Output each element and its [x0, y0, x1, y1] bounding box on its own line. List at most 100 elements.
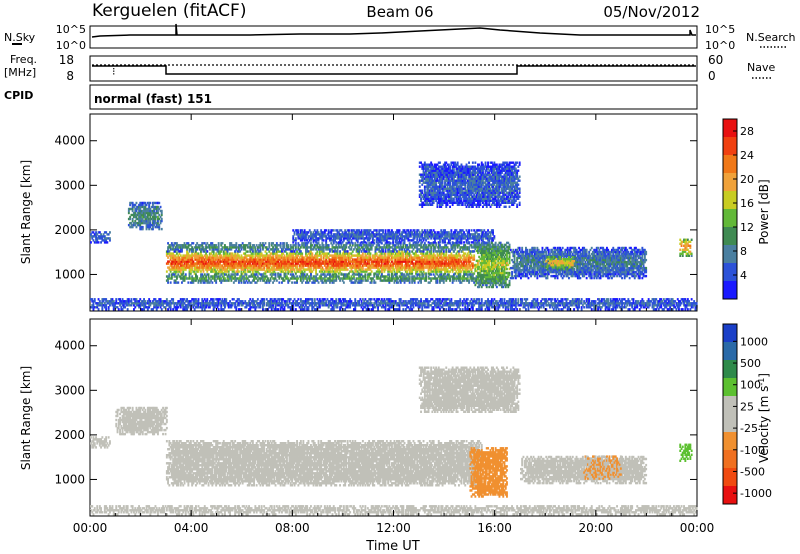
nave-tick-low: 0 [708, 69, 716, 83]
date-title: 05/Nov/2012 [603, 3, 700, 21]
y-tick-label: 1000 [54, 472, 85, 486]
colorbar-tick-label: 8 [740, 245, 747, 258]
freq-panel: Freq. [MHz] 18 8 60 0 Nave ⁝ [4, 53, 775, 83]
power-colorbar: 4 8 12 16 20 24 28 [722, 118, 754, 300]
heatmap-region [165, 273, 491, 284]
colorbar-swatch [723, 414, 737, 433]
x-tick-label: 00:00 [680, 521, 715, 535]
cpid-label: CPID [4, 89, 33, 102]
colorbar-tick-label: 20 [740, 173, 754, 186]
heatmap-region [520, 455, 648, 485]
heatmap-region [115, 406, 168, 436]
freq-tick-low: 8 [66, 69, 74, 83]
freq-line [92, 65, 696, 75]
y-tick-label: 4000 [54, 339, 85, 353]
velocity-ylabel: Slant Range [km] [19, 366, 33, 470]
colorbar-tick-label: 16 [740, 197, 754, 210]
cpid-panel-frame [89, 84, 698, 110]
x-tick-label: 16:00 [477, 521, 512, 535]
y-tick-label: 3000 [54, 383, 85, 397]
noise-sky-tick-low: 10^0 [56, 39, 86, 52]
xaxis-label: Time UT [365, 539, 419, 554]
heatmap-region [127, 201, 163, 231]
heatmap-region [418, 366, 521, 413]
colorbar-swatch [723, 396, 737, 415]
velocity-heatmap [90, 366, 698, 516]
y-tick-label: 2000 [54, 223, 85, 237]
y-tick-label: 2000 [54, 428, 85, 442]
noise-sky-line [91, 23, 696, 38]
heatmap-region [679, 443, 693, 462]
noise-sky-label: N.Sky [4, 31, 36, 44]
heatmap-region [469, 447, 508, 498]
heatmap-region [90, 231, 111, 244]
colorbar-swatch [723, 191, 737, 210]
x-tick-label: 04:00 [174, 521, 209, 535]
colorbar-tick-label: 24 [740, 149, 754, 162]
colorbar-tick-label: 28 [740, 125, 754, 138]
nave-tick-high: 60 [708, 53, 723, 67]
heatmap-region [583, 455, 622, 480]
colorbar-swatch [723, 155, 737, 174]
noise-panel-frame [89, 25, 698, 49]
heatmap-region [509, 246, 648, 280]
x-tick-label: 12:00 [376, 521, 411, 535]
heatmap-region [90, 505, 698, 516]
velocity-colorbar: 1000 500 100 25 -25 -100 -500 -1000 [722, 323, 772, 505]
noise-search-tick-high: 10^5 [705, 23, 735, 36]
heatmap-region [165, 250, 476, 275]
y-tick-label: 4000 [54, 134, 85, 148]
noise-search-tick-low: 10^0 [705, 39, 735, 52]
colorbar-tick-label: 25 [740, 400, 754, 413]
colorbar-tick-label: 500 [740, 357, 761, 370]
colorbar-swatch [723, 342, 737, 361]
heatmap-region [292, 229, 496, 244]
colorbar-tick-label: 4 [740, 269, 747, 282]
beam-title: Beam 06 [366, 3, 433, 21]
x-tick-label: 08:00 [275, 521, 310, 535]
colorbar-tick-label: -100 [740, 444, 765, 457]
colorbar-tick-label: 12 [740, 221, 754, 234]
power-heatmap [90, 161, 698, 311]
colorbar-swatch [723, 450, 737, 469]
noise-panel: N.Sky 10^5 10^0 10^5 10^0 N.Search [4, 23, 796, 52]
colorbar-swatch [723, 360, 737, 379]
colorbar-tick-label: 100 [740, 379, 761, 392]
velocity-colorbar-label: Velocity [m s-1] [757, 373, 772, 463]
heatmap-region [165, 440, 483, 487]
colorbar-frame [722, 118, 738, 300]
freq-tick-high: 18 [59, 53, 74, 67]
colorbar-tick-label: -1000 [740, 487, 772, 500]
cpid-text: normal (fast) 151 [94, 92, 212, 106]
heatmap-region [679, 238, 693, 257]
colorbar-swatch [723, 245, 737, 264]
power-axes: 1000 2000 3000 4000 [54, 114, 698, 311]
colorbar-swatch [723, 378, 737, 397]
colorbar-swatch [723, 468, 737, 487]
noise-search-label: N.Search [746, 31, 796, 44]
cpid-panel: CPID normal (fast) 151 [4, 84, 698, 110]
x-tick-label: 00:00 [73, 521, 108, 535]
colorbar-swatch [723, 173, 737, 192]
heatmap-region [545, 256, 577, 271]
freq-outlier-dots: ⁝ [112, 65, 116, 78]
x-tick-label: 20:00 [579, 521, 614, 535]
colorbar-swatch [723, 137, 737, 156]
colorbar-swatch [723, 227, 737, 246]
colorbar-swatch [723, 281, 737, 300]
heatmap-region [90, 298, 698, 311]
colorbar-swatch [723, 119, 737, 138]
colorbar-swatch [723, 486, 737, 505]
heatmap-region [90, 436, 111, 449]
y-tick-label: 3000 [54, 178, 85, 192]
heatmap-region [418, 161, 521, 208]
colorbar-frame [722, 323, 738, 505]
power-ylabel: Slant Range [km] [19, 160, 33, 264]
station-title: Kerguelen (fitACF) [92, 1, 246, 21]
freq-label: Freq. [10, 53, 37, 66]
colorbar-swatch [723, 432, 737, 451]
power-colorbar-label: Power [dB] [757, 179, 771, 244]
heatmap-region [474, 241, 511, 289]
colorbar-tick-label: 1000 [740, 335, 768, 348]
